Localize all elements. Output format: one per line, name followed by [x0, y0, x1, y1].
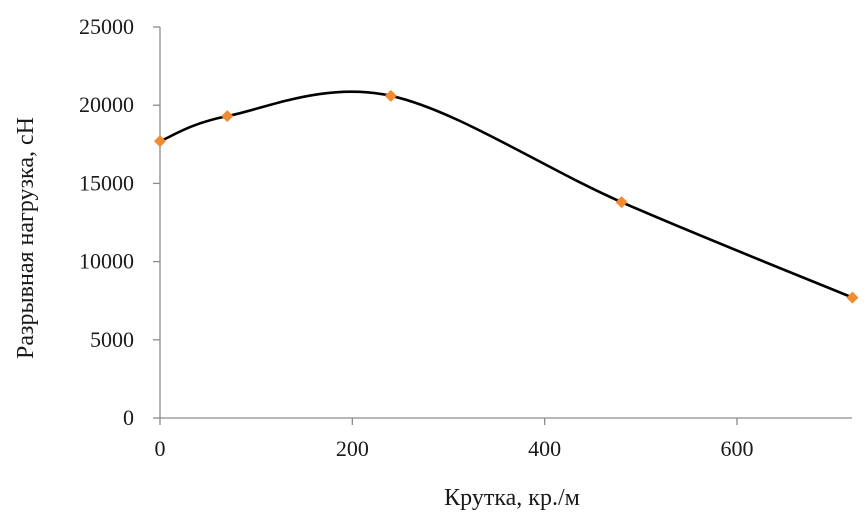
- y-tick-label: 0: [123, 405, 134, 430]
- x-tick-label: 400: [528, 436, 561, 461]
- data-point-marker: [221, 110, 234, 123]
- series-curve: [159, 90, 853, 299]
- x-axis-label: Крутка, кр./м: [444, 485, 580, 511]
- data-point-marker: [384, 89, 397, 102]
- data-point-marker: [615, 196, 628, 209]
- y-tick-label: 5000: [90, 327, 134, 352]
- y-tick-label: 10000: [79, 249, 134, 274]
- data-point-marker: [154, 135, 166, 148]
- data-point-marker: [846, 291, 859, 304]
- x-tick-label: 0: [155, 436, 166, 461]
- chart-ticks: 0 5000 10000 15000 20000 25000 0 200 400 600: [79, 14, 754, 461]
- y-tick-label: 25000: [79, 14, 134, 39]
- y-tick-label: 20000: [79, 92, 134, 117]
- series-points: [154, 89, 859, 304]
- y-axis-label: Разрывная нагрузка, сН: [13, 117, 39, 359]
- x-tick-label: 200: [336, 436, 369, 461]
- y-tick-label: 15000: [79, 170, 134, 195]
- chart-axes: [159, 27, 852, 419]
- x-tick-label: 600: [721, 436, 754, 461]
